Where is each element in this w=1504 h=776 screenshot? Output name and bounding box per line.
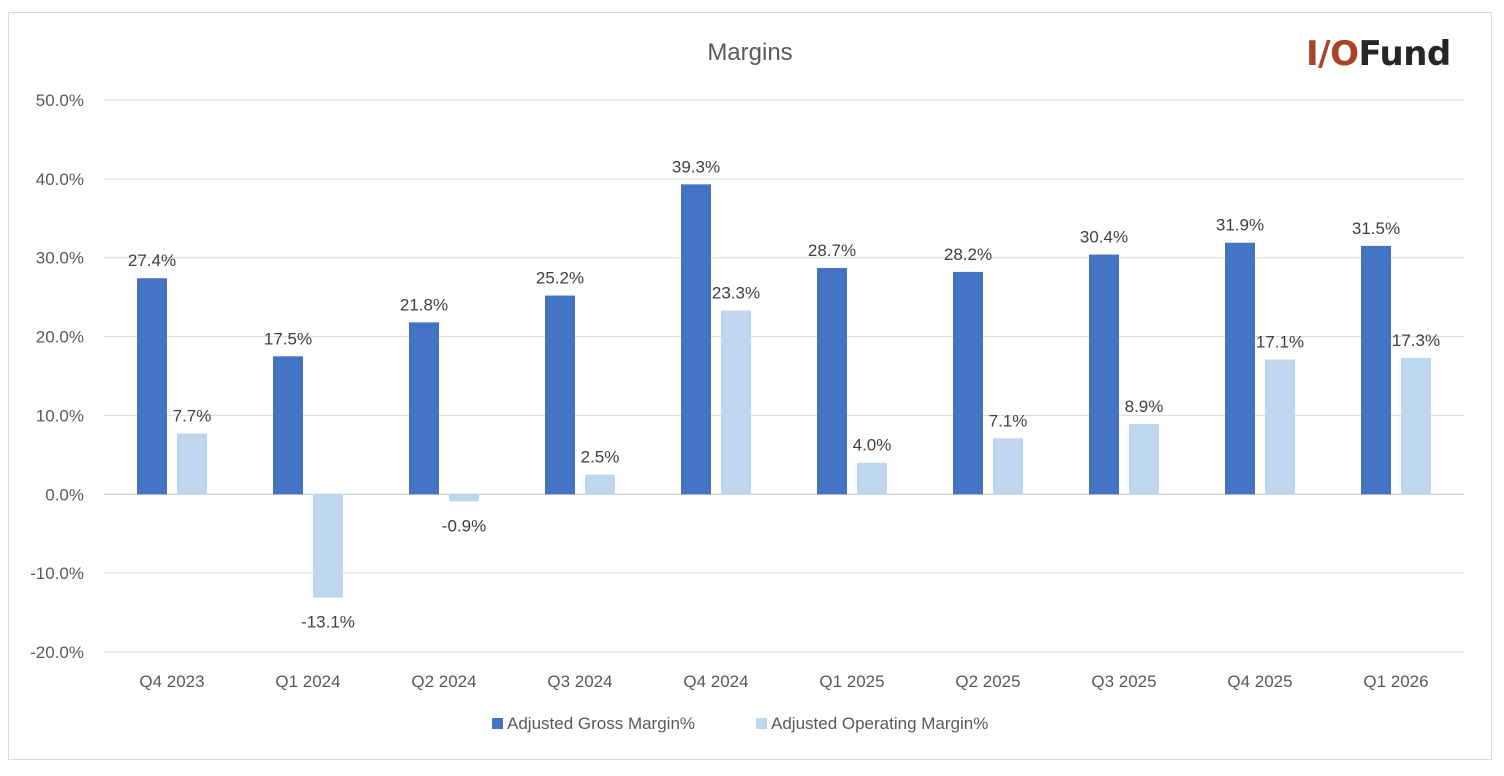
x-tick-label: Q4 2025 <box>1227 672 1292 691</box>
legend-label-operating: Adjusted Operating Margin% <box>771 714 988 733</box>
y-tick-label: 50.0% <box>36 91 84 110</box>
data-label: 7.1% <box>989 411 1028 430</box>
y-axis-tick-labels: 50.0% 40.0% 30.0% 20.0% 10.0% 0.0% -10.0% -20.0… <box>30 91 84 662</box>
data-label: -0.9% <box>442 516 486 535</box>
data-label: 31.5% <box>1352 219 1400 238</box>
x-tick-label: Q4 2023 <box>139 672 204 691</box>
gross-margin-bar <box>1361 245 1391 495</box>
gross-margin-bar <box>953 271 983 495</box>
x-tick-label: Q3 2025 <box>1091 672 1156 691</box>
operating-margin-bar <box>993 438 1023 495</box>
data-label: 28.7% <box>808 241 856 260</box>
operating-margin-bar <box>1401 357 1431 495</box>
chart-title: Margins <box>707 39 792 66</box>
logo-io-text: I/O <box>1306 34 1359 74</box>
logo-fund-text: Fund <box>1358 34 1451 74</box>
x-tick-label: Q2 2025 <box>955 672 1020 691</box>
gross-margin-bar <box>137 278 167 495</box>
legend-swatch-gross <box>492 718 503 729</box>
data-label: 27.4% <box>128 251 176 270</box>
data-label: 17.1% <box>1256 332 1304 351</box>
data-label: 8.9% <box>1125 397 1164 416</box>
gross-margin-bar <box>545 295 575 495</box>
data-label: 31.9% <box>1216 216 1264 235</box>
operating-margin-bar <box>857 462 887 495</box>
legend: Adjusted Gross Margin% Adjusted Operating… <box>492 714 988 733</box>
operating-margin-bar <box>313 494 343 598</box>
y-tick-label: -20.0% <box>30 643 84 662</box>
data-label: -13.1% <box>301 613 355 632</box>
y-tick-label: 20.0% <box>36 328 84 347</box>
data-label: 30.4% <box>1080 228 1128 247</box>
operating-margin-bar <box>177 433 207 495</box>
x-tick-label: Q1 2025 <box>819 672 884 691</box>
data-label: 39.3% <box>672 157 720 176</box>
operating-margin-bar <box>585 474 615 495</box>
legend-swatch-operating <box>756 718 767 729</box>
data-labels: 27.4% 7.7% 17.5% -13.1% 21.8% -0.9% 25.2% 2.5% 3… <box>128 157 1440 631</box>
operating-margin-bar <box>1129 424 1159 495</box>
operating-margin-bar <box>1265 359 1295 495</box>
gross-margin-bar <box>1225 242 1255 495</box>
data-label: 28.2% <box>944 245 992 264</box>
data-label: 17.5% <box>264 329 312 348</box>
operating-margin-bar <box>721 310 751 495</box>
data-label: 7.7% <box>173 407 212 426</box>
bars <box>137 184 1431 598</box>
x-axis-tick-labels: Q4 2023 Q1 2024 Q2 2024 Q3 2024 Q4 2024 Q1 20… <box>139 672 1428 691</box>
y-tick-label: 10.0% <box>36 406 84 425</box>
gross-margin-bar <box>1089 254 1119 495</box>
data-label: 4.0% <box>853 436 892 455</box>
x-tick-label: Q1 2024 <box>275 672 340 691</box>
gross-margin-bar <box>681 184 711 495</box>
data-label: 17.3% <box>1392 331 1440 350</box>
io-fund-logo: I/O Fund <box>1306 34 1451 74</box>
legend-label-gross: Adjusted Gross Margin% <box>507 714 695 733</box>
gridlines <box>104 99 1464 653</box>
data-label: 23.3% <box>712 284 760 303</box>
x-tick-label: Q3 2024 <box>547 672 612 691</box>
x-tick-label: Q4 2024 <box>683 672 748 691</box>
y-tick-label: 0.0% <box>45 485 84 504</box>
gross-margin-bar <box>817 267 847 495</box>
x-tick-label: Q1 2026 <box>1363 672 1428 691</box>
gross-margin-bar <box>273 356 303 495</box>
data-label: 25.2% <box>536 269 584 288</box>
y-tick-label: -10.0% <box>30 564 84 583</box>
operating-margin-bar <box>449 494 479 502</box>
y-tick-label: 40.0% <box>36 170 84 189</box>
gross-margin-bar <box>409 322 439 495</box>
y-tick-label: 30.0% <box>36 249 84 268</box>
data-label: 21.8% <box>400 295 448 314</box>
x-tick-label: Q2 2024 <box>411 672 476 691</box>
data-label: 2.5% <box>581 448 620 467</box>
